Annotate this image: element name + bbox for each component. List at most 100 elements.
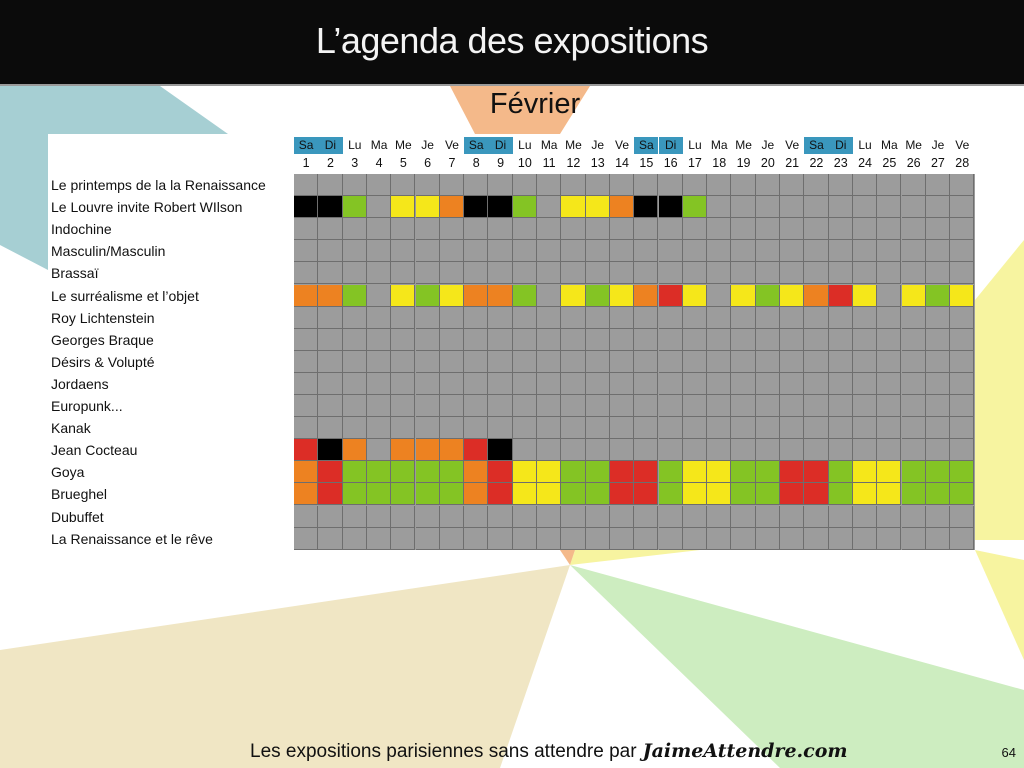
calendar-cell	[682, 527, 708, 550]
calendar-cell	[439, 218, 465, 241]
exhibition-label: Europunk...	[51, 398, 123, 414]
day-name: Je	[421, 138, 434, 152]
day-name: Je	[761, 138, 775, 152]
calendar-cell	[901, 395, 926, 418]
calendar-cell	[561, 284, 586, 307]
calendar-cell	[682, 350, 708, 373]
calendar-cell	[925, 328, 951, 351]
calendar-cell	[780, 328, 805, 351]
calendar-cell	[537, 527, 562, 550]
calendar-cell	[634, 328, 659, 351]
calendar-cell	[852, 196, 878, 219]
exhibition-label: Le Louvre invite Robert WIlson	[51, 199, 243, 216]
calendar-cell	[391, 350, 416, 373]
calendar-cell	[828, 218, 853, 241]
calendar-cell	[852, 174, 878, 197]
calendar-cell	[488, 328, 513, 351]
page-title: L’agenda des expositions	[315, 20, 709, 61]
calendar-cell	[366, 483, 392, 506]
calendar-cell	[415, 174, 440, 197]
calendar-cell	[925, 395, 951, 418]
calendar-cell	[415, 439, 440, 462]
calendar-cell	[294, 328, 319, 351]
calendar-cell	[342, 218, 367, 241]
calendar-cell	[342, 527, 367, 550]
calendar-cell	[585, 328, 610, 351]
calendar-cell	[512, 461, 537, 484]
calendar-cell	[366, 350, 392, 373]
calendar-cell	[342, 461, 367, 484]
day-number: 26	[906, 156, 921, 170]
calendar-cell	[755, 306, 780, 329]
calendar-cell	[464, 439, 489, 462]
calendar-cell	[439, 395, 465, 418]
calendar-cell	[609, 174, 635, 197]
calendar-cell	[828, 196, 853, 219]
calendar-cell	[342, 483, 367, 506]
exhibition-label: Désirs & Volupté	[51, 353, 155, 370]
calendar-cell	[682, 284, 708, 307]
calendar-cell	[828, 372, 853, 395]
calendar-cell	[537, 395, 562, 418]
calendar-cell	[707, 395, 732, 418]
day-name: Di	[318, 137, 343, 154]
calendar-cell	[828, 306, 853, 329]
calendar-cell	[634, 372, 659, 395]
day-number: 2	[326, 156, 334, 170]
calendar-cell	[852, 240, 878, 263]
calendar-cell	[925, 527, 951, 550]
calendar-cell	[488, 218, 513, 241]
calendar-cell	[585, 350, 610, 373]
calendar-cell	[561, 372, 586, 395]
calendar-cell	[634, 350, 659, 373]
calendar-cell	[488, 284, 513, 307]
calendar-grid	[294, 174, 975, 550]
calendar-cell	[658, 218, 683, 241]
calendar-cell	[852, 527, 878, 550]
calendar-cell	[828, 417, 853, 440]
calendar-cell	[755, 240, 780, 263]
calendar-cell	[901, 196, 926, 219]
calendar-cell	[512, 306, 537, 329]
calendar-cell	[682, 196, 708, 219]
calendar-cell	[464, 240, 489, 263]
calendar-cell	[925, 218, 951, 241]
calendar-cell	[852, 439, 878, 462]
calendar-cell	[901, 461, 926, 484]
day-name: Lu	[858, 138, 872, 152]
calendar-cell	[950, 483, 975, 506]
calendar-cell	[780, 417, 805, 440]
calendar-cell	[852, 505, 878, 528]
calendar-cell	[464, 483, 489, 506]
calendar-cell	[755, 439, 780, 462]
calendar-cell	[537, 306, 562, 329]
calendar-cell	[609, 262, 635, 285]
calendar-cell	[561, 505, 586, 528]
calendar-cell	[366, 372, 392, 395]
month-title: Février	[489, 88, 581, 120]
calendar-cell	[950, 240, 975, 263]
calendar-cell	[658, 262, 683, 285]
brand-logo[interactable]: JaimeAttendre.com	[642, 740, 848, 762]
calendar-cell	[731, 328, 756, 351]
calendar-cell	[439, 328, 465, 351]
calendar-cell	[391, 505, 416, 528]
calendar-cell	[658, 284, 683, 307]
calendar-cell	[682, 461, 708, 484]
calendar-cell	[852, 218, 878, 241]
calendar-cell	[439, 483, 465, 506]
day-name: Di	[828, 137, 853, 154]
day-number: 12	[566, 156, 581, 170]
day-number: 28	[955, 156, 970, 170]
calendar-cell	[731, 284, 756, 307]
calendar-cell	[780, 439, 805, 462]
calendar-cell	[561, 328, 586, 351]
calendar-cell	[682, 417, 708, 440]
calendar-cell	[707, 350, 732, 373]
calendar-cell	[464, 174, 489, 197]
calendar-cell	[561, 483, 586, 506]
calendar-cell	[512, 527, 537, 550]
calendar-cell	[585, 218, 610, 241]
calendar-cell	[925, 306, 951, 329]
calendar-cell	[318, 306, 343, 329]
